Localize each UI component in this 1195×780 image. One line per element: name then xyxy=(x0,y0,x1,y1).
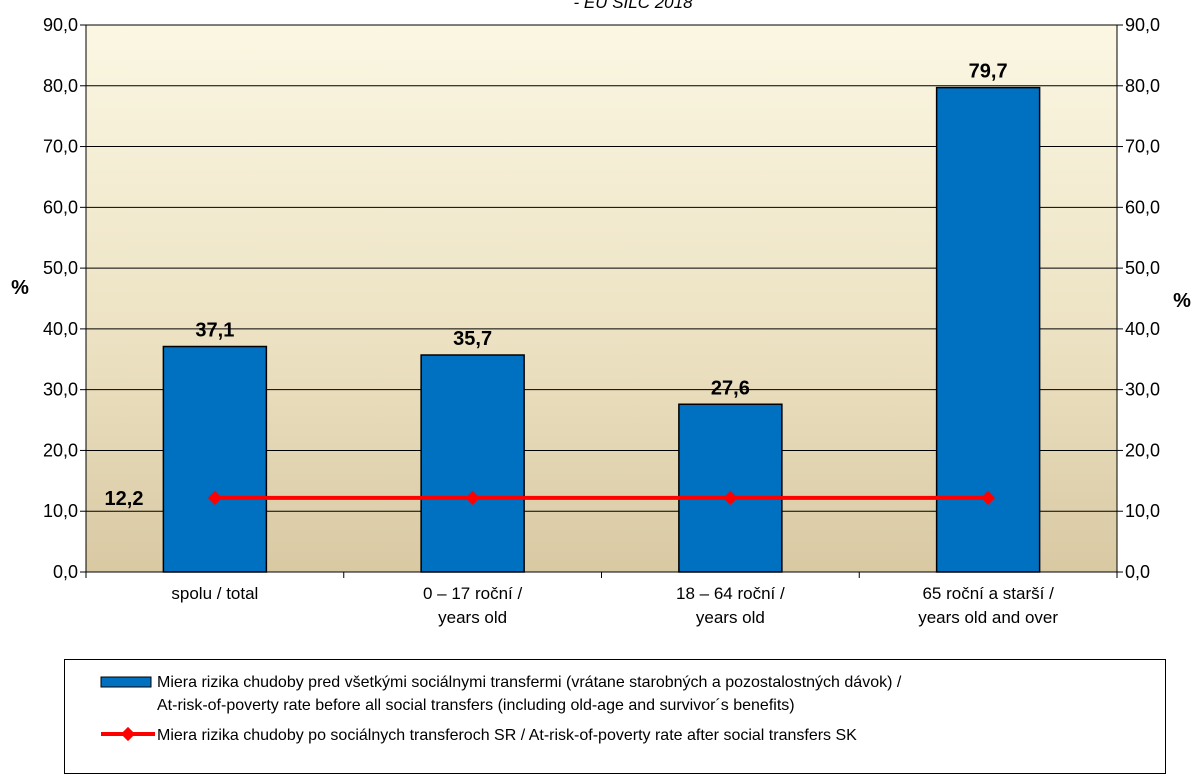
y-tick-label-right: 80,0 xyxy=(1125,76,1160,96)
chart-subtitle: - EU SILC 2018 xyxy=(573,0,693,12)
y-tick-label-left: 50,0 xyxy=(43,258,78,278)
bar-data-label: 37,1 xyxy=(195,320,234,342)
y-tick-label-right: 30,0 xyxy=(1125,380,1160,400)
legend-bar-label-line2: At-risk-of-poverty rate before all socia… xyxy=(157,697,795,714)
y-tick-label-right: 60,0 xyxy=(1125,197,1160,217)
y-tick-label-right: 0,0 xyxy=(1125,562,1150,582)
y-tick-label-left: 90,0 xyxy=(43,15,78,35)
y-tick-label-left: 20,0 xyxy=(43,440,78,460)
bar-series xyxy=(162,86,1041,573)
y-tick-label-right: 90,0 xyxy=(1125,15,1160,35)
y-tick-label-left: 80,0 xyxy=(43,76,78,96)
bar xyxy=(678,403,783,573)
bar-data-label: 27,6 xyxy=(711,377,750,399)
x-category-label: years old and over xyxy=(918,608,1058,627)
bar-data-labels: 37,1 35,7 27,6 79,7 xyxy=(195,61,1007,400)
line-point xyxy=(207,490,222,505)
y-tick-label-left: 70,0 xyxy=(43,137,78,157)
bar-data-label: 79,7 xyxy=(969,61,1008,83)
x-axis-categories: spolu / total 0 – 17 roční / years old 18 –… xyxy=(171,584,1058,627)
legend-bar-label-line1: Miera rizika chudoby pred všetkými sociá… xyxy=(157,674,902,691)
legend: Miera rizika chudoby pred všetkými sociá… xyxy=(64,659,1166,774)
y-tick-label-right: 40,0 xyxy=(1125,319,1160,339)
x-category-label: 65 roční a starší / xyxy=(922,584,1054,603)
bar xyxy=(162,345,268,573)
y-axis-left-unit: % xyxy=(11,277,29,299)
y-tick-label-right: 10,0 xyxy=(1125,501,1160,521)
y-tick-label-right: 50,0 xyxy=(1125,258,1160,278)
y-tick-label-left: 0,0 xyxy=(53,562,78,582)
y-tick-label-right: 70,0 xyxy=(1125,137,1160,157)
y-axis-right-unit: % xyxy=(1173,290,1191,312)
y-tick-label-left: 40,0 xyxy=(43,319,78,339)
y-tick-label-right: 20,0 xyxy=(1125,440,1160,460)
bar xyxy=(420,354,525,573)
y-axis-right-ticks: 0,0 10,0 20,0 30,0 40,0 50,0 60,0 70,0 80,0 90,0 xyxy=(1125,15,1160,582)
line-series: 12,2 xyxy=(105,488,996,510)
y-axis-left-ticks: 0,0 10,0 20,0 30,0 40,0 50,0 60,0 70,0 80,0 90,0 xyxy=(43,15,78,582)
legend-line-label: Miera rizika chudoby po sociálnych trans… xyxy=(157,727,857,744)
x-category-label: spolu / total xyxy=(171,584,258,603)
x-category-label: years old xyxy=(696,608,765,627)
legend-bar-swatch xyxy=(100,676,152,688)
line-point xyxy=(981,490,996,505)
line-point xyxy=(723,490,738,505)
line-data-label: 12,2 xyxy=(105,488,144,510)
x-category-label: 18 – 64 roční / xyxy=(676,584,785,603)
x-category-label: years old xyxy=(438,608,507,627)
y-tick-label-left: 10,0 xyxy=(43,501,78,521)
y-tick-label-left: 30,0 xyxy=(43,380,78,400)
bar-data-label: 35,7 xyxy=(453,328,492,350)
legend-line-marker xyxy=(120,726,136,742)
x-category-label: 0 – 17 roční / xyxy=(423,584,523,603)
line-point xyxy=(465,490,480,505)
y-tick-label-left: 60,0 xyxy=(43,197,78,217)
